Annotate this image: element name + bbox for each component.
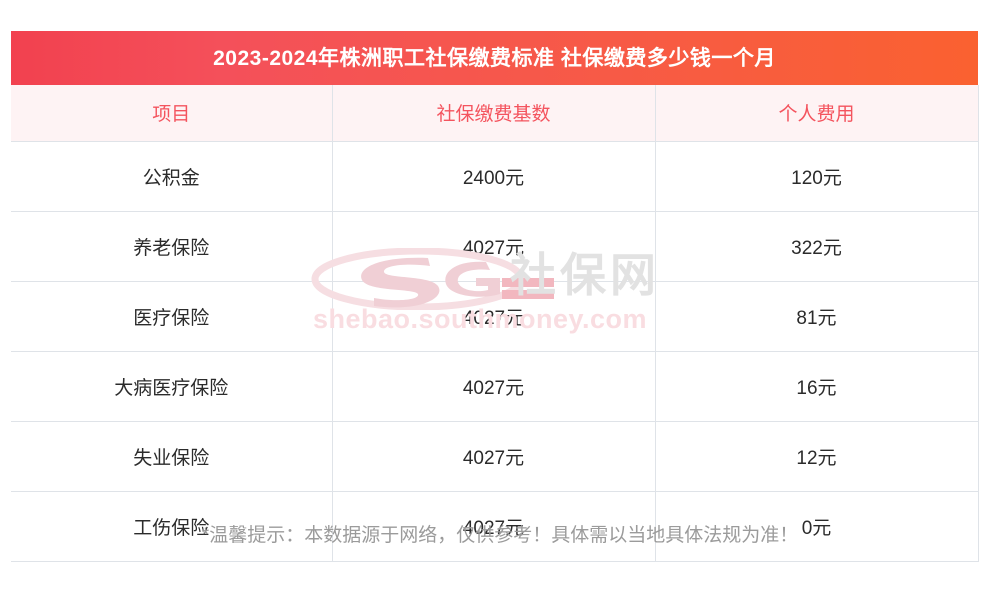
cell-item: 失业保险 bbox=[11, 421, 333, 492]
cell-base: 4027元 bbox=[332, 421, 656, 492]
cell-personal: 12元 bbox=[655, 421, 979, 492]
cell-personal: 16元 bbox=[655, 351, 979, 422]
fee-table-container: 项目 社保缴费基数 个人费用 公积金 2400元 120元 养老保险 4027元… bbox=[11, 85, 979, 562]
table-header: 项目 社保缴费基数 个人费用 bbox=[11, 85, 979, 142]
column-header-item: 项目 bbox=[11, 85, 333, 142]
cell-item: 养老保险 bbox=[11, 211, 333, 282]
table-row: 医疗保险 4027元 81元 bbox=[11, 281, 979, 352]
cell-item: 公积金 bbox=[11, 141, 333, 212]
cell-base: 4027元 bbox=[332, 491, 656, 562]
cell-item: 医疗保险 bbox=[11, 281, 333, 352]
cell-personal: 0元 bbox=[655, 491, 979, 562]
cell-personal: 81元 bbox=[655, 281, 979, 352]
table-row: 工伤保险 4027元 0元 bbox=[11, 491, 979, 562]
table-row: 养老保险 4027元 322元 bbox=[11, 211, 979, 282]
title-banner: 2023-2024年株洲职工社保缴费标准 社保缴费多少钱一个月 bbox=[11, 31, 978, 85]
table-body: 公积金 2400元 120元 养老保险 4027元 322元 医疗保险 4027… bbox=[11, 141, 979, 562]
table-row: 公积金 2400元 120元 bbox=[11, 141, 979, 212]
footer-disclaimer: *温馨提示：本数据源于网络，仅供参考！具体需以当地具体法规为准！ bbox=[201, 525, 799, 546]
page-title: 2023-2024年株洲职工社保缴费标准 社保缴费多少钱一个月 bbox=[213, 46, 776, 70]
cell-base: 4027元 bbox=[332, 281, 656, 352]
cell-item: 工伤保险 bbox=[11, 491, 333, 562]
cell-base: 4027元 bbox=[332, 211, 656, 282]
table-row: 失业保险 4027元 12元 bbox=[11, 421, 979, 492]
cell-personal: 322元 bbox=[655, 211, 979, 282]
cell-base: 2400元 bbox=[332, 141, 656, 212]
table-header-row: 项目 社保缴费基数 个人费用 bbox=[11, 85, 979, 142]
table-row: 大病医疗保险 4027元 16元 bbox=[11, 351, 979, 422]
social-insurance-fee-table: 项目 社保缴费基数 个人费用 公积金 2400元 120元 养老保险 4027元… bbox=[11, 85, 979, 562]
column-header-base: 社保缴费基数 bbox=[332, 85, 656, 142]
cell-item: 大病医疗保险 bbox=[11, 351, 333, 422]
column-header-personal: 个人费用 bbox=[655, 85, 979, 142]
cell-base: 4027元 bbox=[332, 351, 656, 422]
cell-personal: 120元 bbox=[655, 141, 979, 212]
